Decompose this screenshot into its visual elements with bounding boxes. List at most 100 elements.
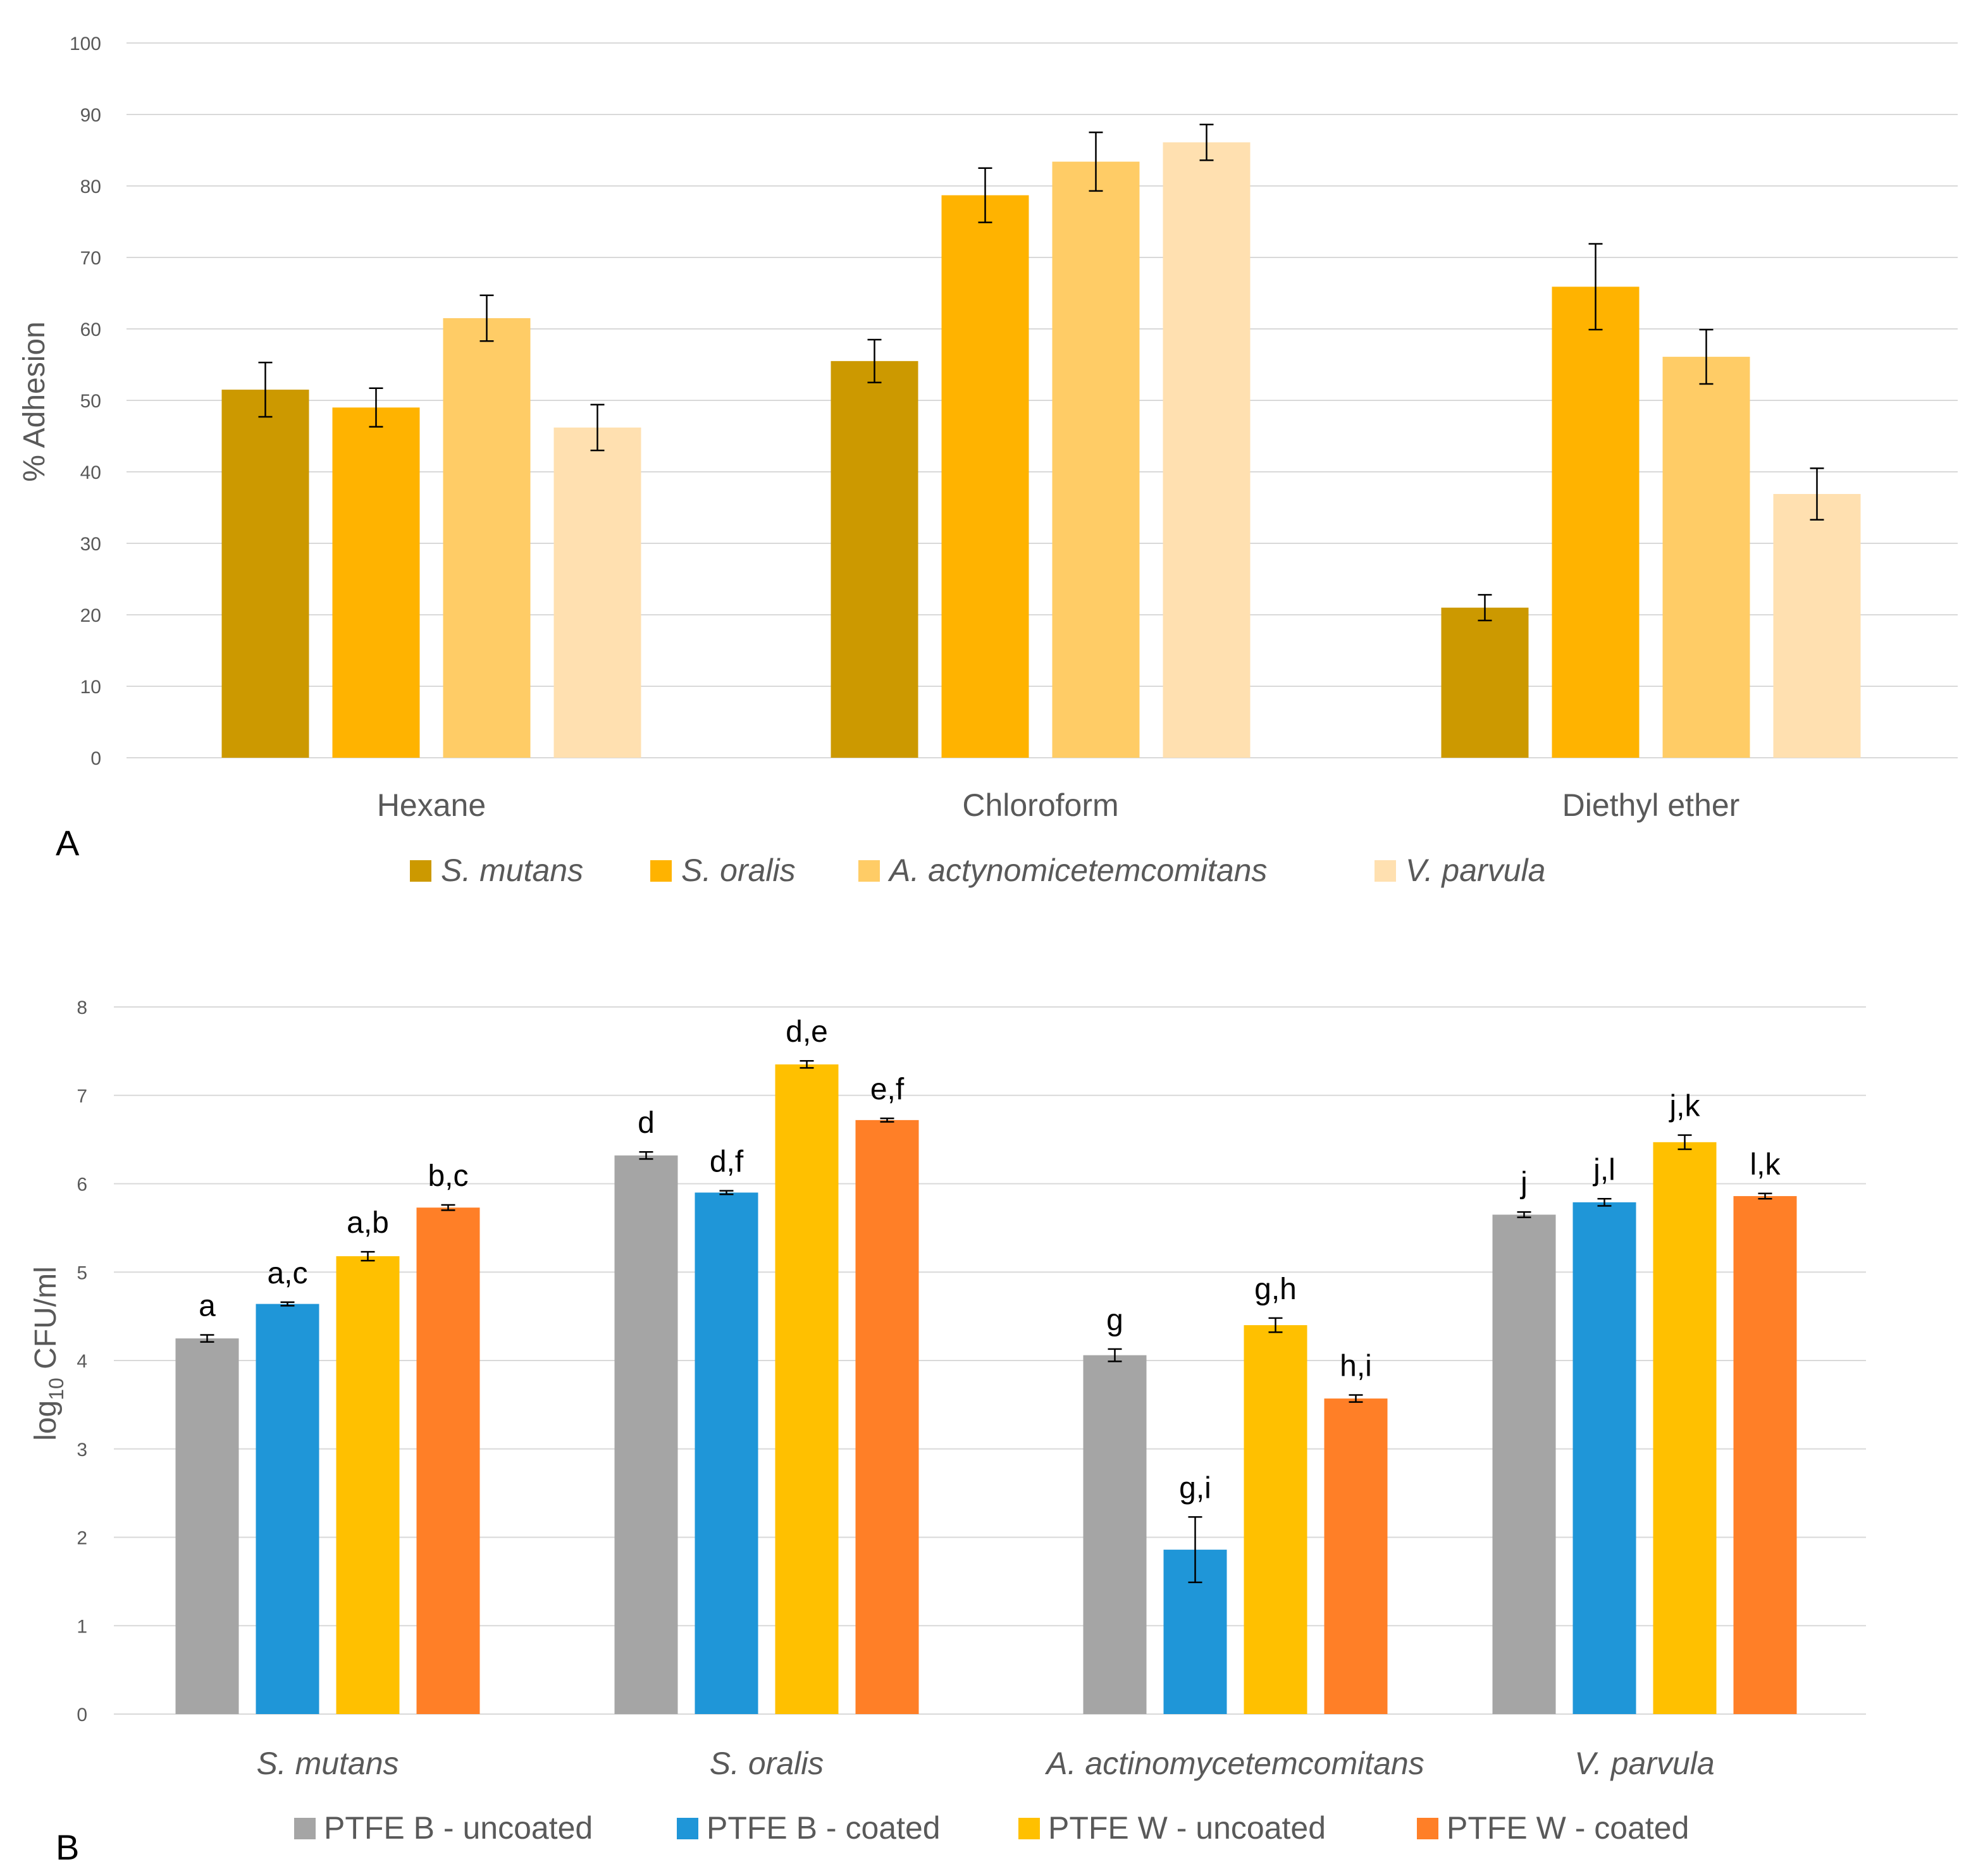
panel-b-category-labels: S. mutans S. oralis A. actinomycetemcomita… xyxy=(256,1746,1714,1781)
a-error-bar xyxy=(590,404,605,452)
b-y-tick-label: 5 xyxy=(77,1262,87,1283)
a-category-label: Hexane xyxy=(377,787,486,823)
b-bar xyxy=(1244,1325,1307,1714)
b-legend-swatch xyxy=(294,1818,316,1839)
a-y-tick-label: 20 xyxy=(80,605,101,626)
b-significance-label: a,b xyxy=(347,1206,389,1240)
b-legend-item: PTFE W - uncoated xyxy=(1018,1810,1326,1846)
b-error-bar xyxy=(880,1117,894,1123)
b-legend-swatch xyxy=(677,1818,698,1839)
y-label-units: CFU/ml xyxy=(29,1266,63,1378)
a-legend-label: S. oralis xyxy=(681,853,796,888)
b-error-bar xyxy=(361,1250,375,1262)
panel-b-letter: B xyxy=(56,1827,79,1867)
b-y-tick-label: 7 xyxy=(77,1086,87,1107)
a-error-bar xyxy=(978,167,992,223)
b-significance-label: j,l xyxy=(1592,1153,1615,1187)
a-bar xyxy=(1773,494,1861,758)
a-bar xyxy=(941,195,1029,758)
panel-a-gridlines xyxy=(127,42,1958,758)
a-legend-item: S. oralis xyxy=(650,853,796,888)
b-legend-item: PTFE B - uncoated xyxy=(294,1810,593,1846)
b-category-label: V. parvula xyxy=(1574,1746,1714,1781)
b-bar xyxy=(775,1064,839,1714)
b-significance-label: d,e xyxy=(786,1015,828,1049)
b-legend-item: PTFE W - coated xyxy=(1417,1810,1689,1846)
a-error-bar xyxy=(1199,123,1214,161)
a-bar xyxy=(1662,357,1750,758)
b-y-tick-label: 8 xyxy=(77,997,87,1018)
a-category-label: Chloroform xyxy=(962,787,1118,823)
panel-a-legend: S. mutans S. oralis A. actynomicetemcomita… xyxy=(410,853,1545,888)
b-category-label: S. mutans xyxy=(256,1746,398,1781)
a-legend-swatch xyxy=(410,860,431,882)
b-legend-item: PTFE B - coated xyxy=(677,1810,941,1846)
b-category-label: A. actinomycetemcomitans xyxy=(1044,1746,1424,1781)
b-significance-label: a xyxy=(199,1289,216,1323)
b-significance-label: e,f xyxy=(870,1073,905,1106)
b-legend-label: PTFE B - coated xyxy=(707,1810,941,1846)
b-legend-label: PTFE W - coated xyxy=(1447,1810,1689,1846)
panel-b-chart: 0 1 2 3 4 5 6 7 8 a d g j a,c d,f g,i j,l a,b d,e g,h j,k b,… xyxy=(29,997,1866,1867)
a-y-tick-label: 50 xyxy=(80,391,101,412)
b-bar xyxy=(1324,1398,1388,1714)
b-bar xyxy=(1572,1202,1636,1714)
y-label-subscript: 10 xyxy=(45,1378,68,1400)
b-significance-label: g,h xyxy=(1254,1273,1297,1306)
b-significance-label: j xyxy=(1519,1166,1528,1200)
a-error-bar xyxy=(1699,328,1714,385)
b-error-bar xyxy=(800,1060,814,1069)
b-legend-swatch xyxy=(1018,1818,1040,1839)
b-error-bar xyxy=(1108,1348,1122,1362)
a-legend-swatch xyxy=(1375,860,1396,882)
b-bar xyxy=(416,1207,480,1714)
panel-a-letter: A xyxy=(56,823,80,863)
b-error-bar xyxy=(1349,1394,1363,1403)
panel-b-significance-labels: a d g j a,c d,f g,i j,l a,b d,e g,h j,k b,c e,f h,i l,k xyxy=(199,1015,1781,1505)
b-significance-label: a,c xyxy=(267,1257,307,1290)
a-error-bar xyxy=(1478,594,1492,622)
b-category-label: S. oralis xyxy=(710,1746,824,1781)
b-error-bar xyxy=(1758,1192,1772,1200)
panel-a-y-ticks: 0 10 20 30 40 50 60 70 80 90 100 xyxy=(70,34,101,769)
a-y-tick-label: 0 xyxy=(90,748,101,769)
a-y-tick-label: 100 xyxy=(70,34,101,54)
b-legend-swatch xyxy=(1417,1818,1438,1839)
a-error-bar xyxy=(867,338,882,383)
a-legend-label: A. actynomicetemcomitans xyxy=(887,853,1267,888)
panel-a-error-bars xyxy=(258,123,1824,622)
b-legend-label: PTFE B - uncoated xyxy=(324,1810,593,1846)
b-y-tick-label: 1 xyxy=(77,1616,87,1637)
a-y-tick-label: 90 xyxy=(80,105,101,126)
a-y-tick-label: 80 xyxy=(80,176,101,197)
b-error-bar xyxy=(1597,1198,1612,1207)
panel-a-bars xyxy=(221,142,1861,758)
b-y-tick-label: 3 xyxy=(77,1440,87,1460)
a-error-bar xyxy=(479,294,494,342)
b-bar xyxy=(175,1338,239,1714)
b-bar xyxy=(1083,1355,1147,1714)
a-legend-swatch xyxy=(650,860,672,882)
panel-a-category-labels: Hexane Chloroform Diethyl ether xyxy=(377,787,1740,823)
b-bar xyxy=(614,1155,678,1714)
b-error-bar xyxy=(719,1190,734,1195)
panel-a-chart: 0 10 20 30 40 50 60 70 80 90 100 Hexane Chloroform D… xyxy=(18,34,1958,888)
a-error-bar xyxy=(1588,243,1603,331)
b-significance-label: d xyxy=(638,1106,655,1140)
b-bar xyxy=(695,1192,758,1714)
a-legend-item: S. mutans xyxy=(410,853,583,888)
b-y-tick-label: 0 xyxy=(77,1705,87,1725)
a-y-tick-label: 30 xyxy=(80,534,101,555)
a-legend-label: S. mutans xyxy=(441,853,583,888)
b-bar xyxy=(1492,1214,1556,1714)
panel-b-error-bars xyxy=(200,1060,1772,1584)
b-error-bar xyxy=(639,1151,653,1160)
a-bar xyxy=(1052,161,1140,758)
b-error-bar xyxy=(1268,1317,1283,1333)
b-error-bar xyxy=(1517,1211,1531,1218)
a-y-tick-label: 70 xyxy=(80,248,101,269)
a-bar xyxy=(831,361,918,758)
a-category-label: Diethyl ether xyxy=(1562,787,1740,823)
a-y-tick-label: 40 xyxy=(80,462,101,483)
